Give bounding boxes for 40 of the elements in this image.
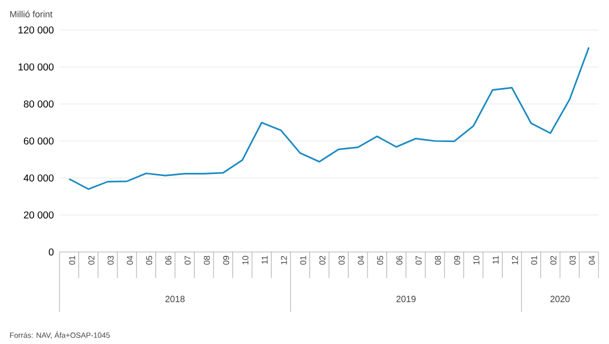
y-tick-label: 60 000	[24, 137, 54, 145]
x-tick-label: 12	[512, 256, 518, 264]
y-tick-label: 20 000	[24, 211, 54, 219]
x-tick-label: 08	[204, 256, 210, 265]
x-tick-label: 01	[69, 256, 76, 265]
y-tick-label: 120 000	[18, 26, 54, 34]
x-tick-label: 02	[319, 256, 326, 265]
x-tick-label: 01	[300, 256, 306, 265]
x-tick-label: 08	[434, 256, 441, 265]
y-tick-label: 0	[48, 248, 54, 256]
x-tick-label: 12	[280, 256, 287, 264]
x-tick-label: 03	[108, 256, 114, 265]
x-tick-label: 02	[88, 256, 94, 265]
y-tick-label: 40 000	[24, 174, 54, 182]
x-tick-label: 03	[570, 256, 576, 265]
x-tick-label: 05	[377, 256, 384, 265]
x-tick-label: 07	[184, 256, 191, 265]
x-tick-label: 11	[262, 256, 268, 264]
text: 2020	[550, 296, 570, 302]
x-tick-label: 06	[165, 256, 172, 265]
y-tick-label: 100 000	[18, 63, 54, 71]
x-tick-label: 03	[338, 256, 345, 265]
x-tick-label: 09	[454, 256, 460, 265]
x-tick-label: 10	[473, 256, 480, 264]
x-tick-label: 07	[416, 256, 422, 265]
line-series	[68, 46, 590, 190]
text: 2019	[396, 296, 416, 302]
y-axis-title: Millió forint	[10, 10, 52, 18]
x-tick-label: 11	[492, 256, 499, 264]
x-tick-label: 06	[396, 256, 402, 265]
x-tick-label: 04	[126, 256, 133, 265]
x-tick-label: 04	[588, 256, 595, 265]
x-tick-label: 01	[531, 256, 538, 265]
x-tick-label: 04	[358, 256, 364, 265]
x-tick-label: 02	[550, 256, 556, 265]
text: 2018	[165, 296, 185, 302]
y-tick-label: 80 000	[24, 100, 54, 108]
x-tick-label: 09	[223, 256, 230, 265]
x-tick-label: 10	[242, 256, 248, 264]
x-tick-label: 05	[146, 256, 152, 265]
